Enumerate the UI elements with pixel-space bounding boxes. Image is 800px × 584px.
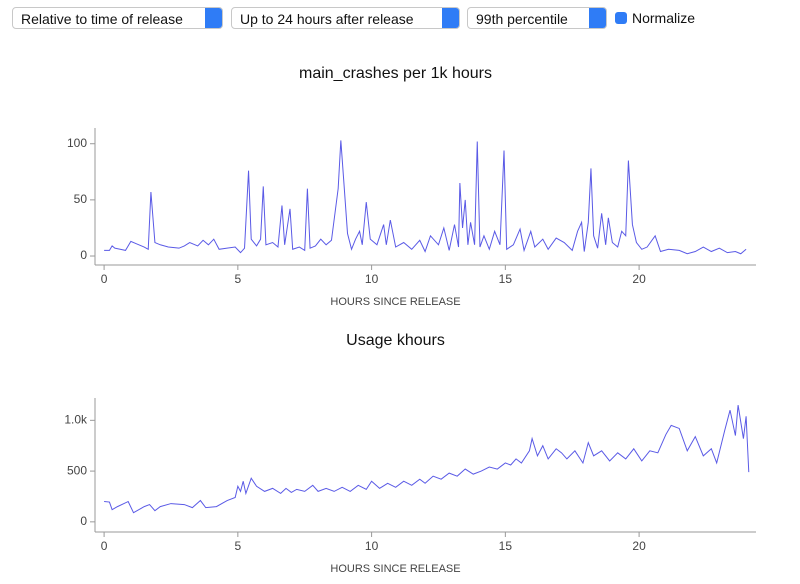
select-arrow (589, 8, 606, 28)
select-arrow (205, 8, 222, 28)
normalize-label[interactable]: Normalize (632, 10, 696, 26)
data-line (104, 140, 747, 255)
y-tick-label: 0 (80, 514, 87, 528)
window-select[interactable]: Up to 24 hours after release (231, 7, 460, 29)
x-tick-label: 0 (101, 272, 108, 286)
data-line (104, 405, 750, 514)
percentile-select[interactable]: 99th percentile (467, 7, 607, 29)
chart-title: main_crashes per 1k hours (299, 65, 492, 82)
y-tick-label: 0 (80, 248, 87, 262)
x-axis-label: HOURS SINCE RELEASE (330, 563, 460, 575)
x-tick-label: 10 (365, 272, 379, 286)
x-tick-label: 0 (101, 539, 108, 553)
x-tick-label: 10 (365, 539, 379, 553)
x-axis-label: HOURS SINCE RELEASE (330, 296, 460, 308)
x-tick-label: 20 (632, 539, 646, 553)
select-arrow (442, 8, 459, 28)
x-tick-label: 15 (499, 272, 513, 286)
select-label: 99th percentile (476, 11, 568, 27)
charts: main_crashes per 1k hours HOURS SINCE REL… (64, 65, 756, 575)
y-tick-label: 50 (74, 192, 88, 206)
y-tick-label: 1.0k (64, 413, 88, 427)
x-tick-label: 20 (632, 272, 646, 286)
normalize-checkbox[interactable] (615, 12, 627, 24)
select-label: Up to 24 hours after release (240, 11, 414, 27)
y-tick-label: 100 (67, 136, 87, 150)
x-tick-label: 5 (235, 272, 242, 286)
x-tick-label: 15 (499, 539, 513, 553)
x-tick-label: 5 (235, 539, 242, 553)
time-mode-select[interactable]: Relative to time of release (12, 7, 223, 29)
y-tick-label: 500 (67, 463, 87, 477)
select-label: Relative to time of release (21, 11, 183, 27)
chart-title: Usage khours (346, 332, 445, 349)
